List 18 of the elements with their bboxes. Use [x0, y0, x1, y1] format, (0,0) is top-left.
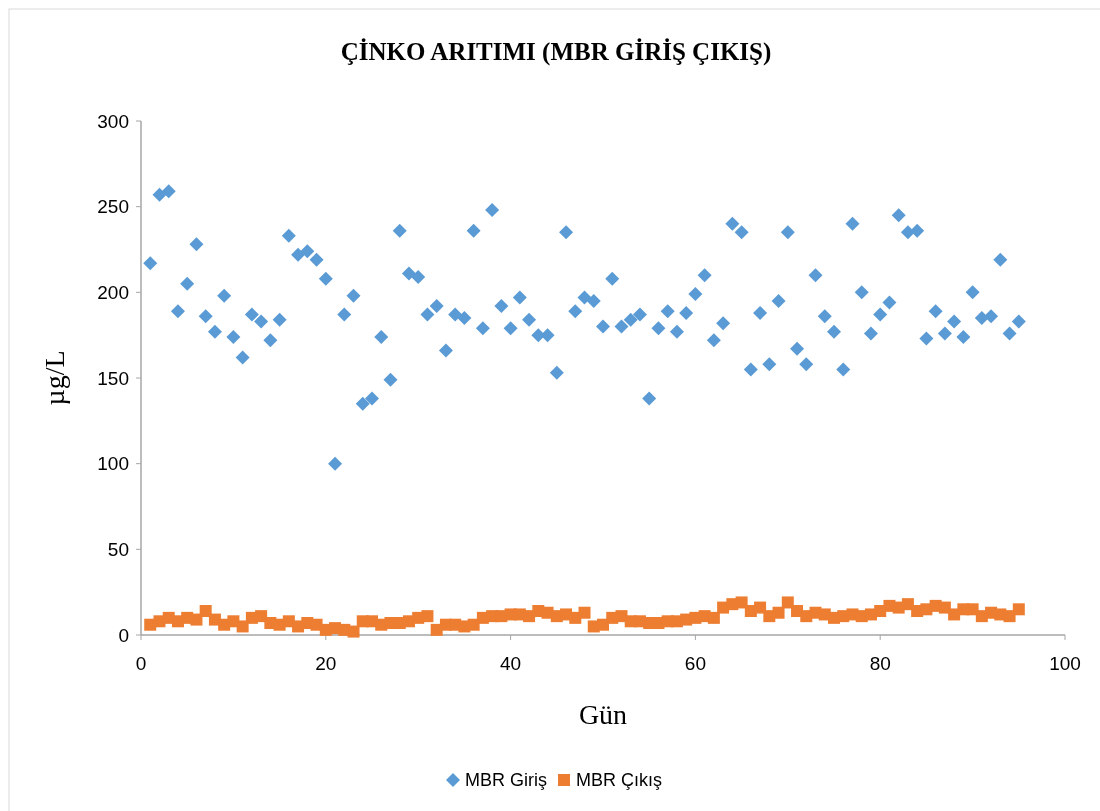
- y-tick-label: 100: [97, 453, 129, 475]
- x-tick-label: 100: [1049, 653, 1081, 674]
- legend-label: MBR Çıkış: [576, 770, 663, 791]
- legend-label: MBR Giriş: [465, 770, 547, 791]
- y-tick-label: 300: [97, 110, 129, 132]
- y-tick-label: 50: [107, 538, 129, 560]
- y-axis-title: µg/L: [39, 350, 70, 406]
- x-axis-title: Gün: [578, 699, 628, 730]
- y-tick-label: 0: [118, 624, 129, 646]
- y-tick-label: 150: [97, 367, 129, 389]
- x-tick-label: 40: [500, 653, 522, 674]
- x-tick-label: 0: [135, 653, 147, 674]
- x-tick-label: 60: [684, 653, 706, 674]
- x-tick-label: 20: [315, 653, 337, 674]
- x-tick-label: 80: [869, 653, 891, 674]
- chart-title: ÇİNKO ARITIMI (MBR GİRİŞ ÇIKIŞ): [340, 38, 772, 66]
- y-tick-label: 250: [97, 196, 129, 218]
- y-tick-label: 200: [97, 281, 129, 303]
